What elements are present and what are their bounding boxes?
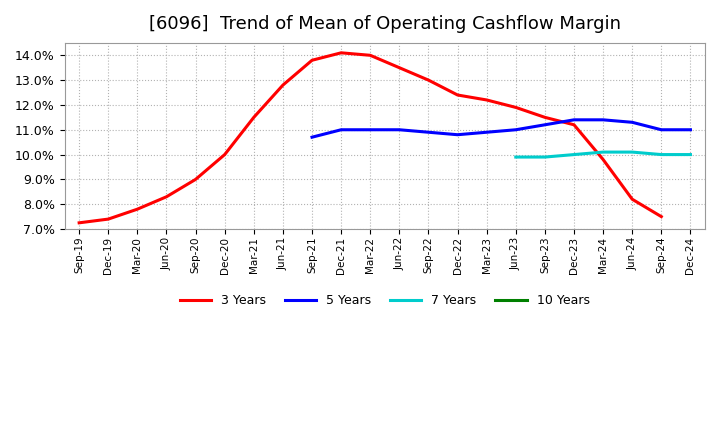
Title: [6096]  Trend of Mean of Operating Cashflow Margin: [6096] Trend of Mean of Operating Cashfl… — [149, 15, 621, 33]
Legend: 3 Years, 5 Years, 7 Years, 10 Years: 3 Years, 5 Years, 7 Years, 10 Years — [175, 289, 595, 312]
